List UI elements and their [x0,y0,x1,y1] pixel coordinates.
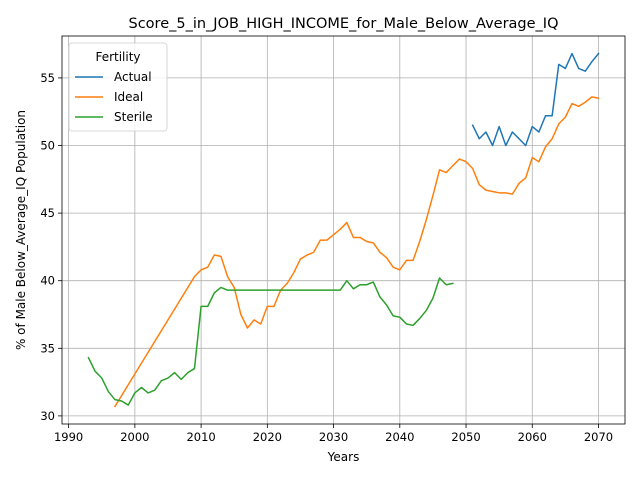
legend-title: Fertility [95,50,140,64]
x-tick-label: 2000 [120,430,149,444]
y-tick-label: 55 [40,71,55,85]
x-tick-label: 1990 [54,430,83,444]
series-line-actual [471,52,600,147]
y-axis-ticks: 30 35 40 45 50 55 [40,71,62,423]
x-tick-label: 2070 [584,430,613,444]
x-axis-ticks: 1990 2000 2010 2020 2030 2040 2050 2060 2070 [54,424,613,444]
y-tick-label: 35 [40,341,55,355]
chart-title: Score_5_in_JOB_HIGH_INCOME_for_Male_Belo… [129,16,559,32]
series-line-sterile [87,277,454,406]
gridlines [62,36,625,424]
legend-label-actual: Actual [114,70,152,84]
legend: Fertility Actual Ideal Sterile [68,42,168,132]
series-line-ideal [113,96,600,408]
x-tick-label: 2010 [186,430,215,444]
x-tick-label: 2060 [518,430,547,444]
x-axis-label: Years [327,450,360,464]
x-tick-label: 2030 [319,430,348,444]
legend-box [68,42,168,132]
y-tick-label: 50 [40,139,55,153]
y-tick-label: 45 [40,206,55,220]
y-tick-label: 40 [40,274,55,288]
plot-frame [61,35,626,425]
x-tick-label: 2040 [385,430,414,444]
legend-label-sterile: Sterile [114,110,153,124]
series-lines [87,52,600,408]
x-tick-label: 2020 [253,430,282,444]
y-axis-label: % of Male Below_Average_IQ Population [14,110,28,350]
x-tick-label: 2050 [451,430,480,444]
legend-label-ideal: Ideal [114,90,143,104]
y-tick-label: 30 [40,409,55,423]
